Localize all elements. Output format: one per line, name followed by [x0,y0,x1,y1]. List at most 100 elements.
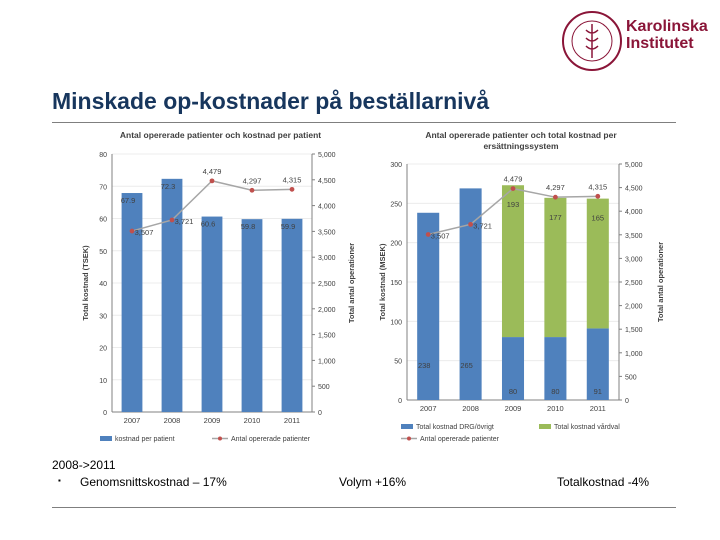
logo-line2: Institutet [626,35,694,52]
bar-data-label: 193 [507,200,520,209]
y-tick-label: 50 [99,249,107,256]
y2-tick-label: 4,000 [318,204,336,211]
bar-kostnad-per-patient-2008 [161,178,183,412]
bar-data-label: 238 [418,361,431,370]
line-point [595,193,601,199]
bar-data-label: 177 [549,213,562,222]
line-point [510,186,516,191]
y-tick-label: 40 [99,281,107,288]
line-data-label: 3,507 [135,228,154,237]
y-tick-label: 70 [99,184,107,191]
y2-tick-label: 4,000 [625,209,643,216]
y2-tick-label: 0 [625,398,629,405]
page-title: Minskade op-kostnader på beställarnivå [52,88,490,114]
y-axis-title: Total kostnad (MSEK) [378,243,387,320]
summary-heading: 2008->2011 [52,458,116,472]
bar-kostnad-per-patient-2009 [201,216,223,412]
x-tick-label: 2007 [124,416,141,425]
y2-tick-label: 3,000 [318,255,336,262]
x-tick-label: 2009 [204,416,221,425]
line-data-label: 3,507 [431,231,450,240]
bar-kostnad-per-patient-2007 [121,193,143,412]
chart-title: Antal opererade patienter och kostnad pe… [120,130,321,140]
y2-axis-title: Total antal operationer [347,243,356,323]
line-point [468,221,473,227]
y2-tick-label: 1,500 [625,327,643,334]
title-divider [52,122,676,123]
line-point [249,187,255,193]
y2-tick-label: 1,500 [318,333,336,340]
summary-total-cost: Totalkostnad -4% [557,475,650,489]
logo-line1: Karolinska [626,18,708,35]
bar-kostnad-per-patient-2011 [281,218,303,412]
bar-kostnad-per-patient-2010 [241,219,263,412]
y2-tick-label: 1,000 [318,358,336,365]
x-tick-label: 2011 [590,404,606,413]
y-tick-label: 0 [398,398,402,405]
y-tick-label: 30 [99,313,107,320]
y2-tick-label: 5,000 [318,152,336,159]
line-data-label: 4,315 [283,175,302,184]
x-tick-label: 2008 [462,404,479,413]
summary-avg-cost: Genomsnittskostnad – 17% [80,475,227,489]
bar-data-label: 60.6 [201,220,216,229]
line-data-label: 4,315 [588,182,607,191]
bar-data-label: 67.9 [121,196,136,205]
bullet-icon: ▪ [58,476,61,485]
legend-label: Total kostnad vårdval [554,423,620,431]
y2-tick-label: 3,000 [625,256,643,263]
karolinska-logo [562,11,622,71]
line-point [289,186,295,192]
bar-data-label: 165 [592,214,605,223]
y-tick-label: 0 [103,410,107,417]
bar-total-kostnad-drg-vrigt-2010 [544,337,567,400]
legend-swatch [401,424,413,429]
y-tick-label: 80 [99,152,107,159]
line-data-label: 3,721 [175,217,194,226]
footer-divider [52,507,676,508]
y2-tick-label: 500 [625,374,637,381]
legend-label: Antal opererade patienter [231,436,311,443]
y2-tick-label: 3,500 [625,233,643,240]
y2-tick-label: 2,500 [625,280,643,287]
chart-cost-per-patient: Antal opererade patienter och kostnad pe… [78,128,363,458]
y2-tick-label: 3,500 [318,229,336,236]
bar-total-kostnad-v-rdval-2011 [586,198,609,329]
bar-total-kostnad-v-rdval-2009 [501,185,525,338]
legend-label: Antal opererade patienter [420,436,500,443]
bar-data-label: 59.9 [281,222,296,231]
y2-tick-label: 2,000 [625,304,643,311]
line-point [425,232,431,237]
bar-total-kostnad-drg-vrigt-2011 [586,328,609,400]
y-tick-label: 250 [390,201,402,208]
y2-tick-label: 0 [318,410,322,417]
y-tick-label: 60 [99,217,107,224]
legend-swatch [539,424,551,429]
y-tick-label: 20 [99,346,107,353]
line-data-label: 4,297 [243,176,262,185]
bar-data-label: 59.8 [241,222,256,231]
bar-data-label: 265 [460,361,473,370]
line-data-label: 4,297 [546,183,565,192]
summary-volume: Volym +16% [339,475,407,489]
summary-items: ▪ Genomsnittskostnad – 17% Volym +16% To… [52,475,672,492]
x-tick-label: 2010 [547,404,564,413]
line-point [209,178,215,184]
line-point [169,217,175,223]
chart-1-svg: Antal opererade patienter och kostnad pe… [81,130,356,443]
x-tick-label: 2008 [164,416,181,425]
bar-data-label: 80 [509,387,517,396]
x-tick-label: 2011 [284,416,300,425]
y2-tick-label: 2,500 [318,281,336,288]
y-tick-label: 50 [394,359,402,366]
legend-label: Total kostnad DRG/övrigt [416,424,494,431]
y-tick-label: 150 [390,280,402,287]
y2-tick-label: 2,000 [318,307,336,314]
y2-axis-title: Total antal operationer [656,242,665,322]
bar-total-kostnad-drg-vrigt-2009 [501,337,525,400]
bar-total-kostnad-drg-vrigt-2007 [417,212,440,400]
y2-tick-label: 4,500 [318,178,336,185]
y2-tick-label: 1,000 [625,351,643,358]
bar-total-kostnad-v-rdval-2010 [544,197,567,338]
line-point [129,228,135,234]
